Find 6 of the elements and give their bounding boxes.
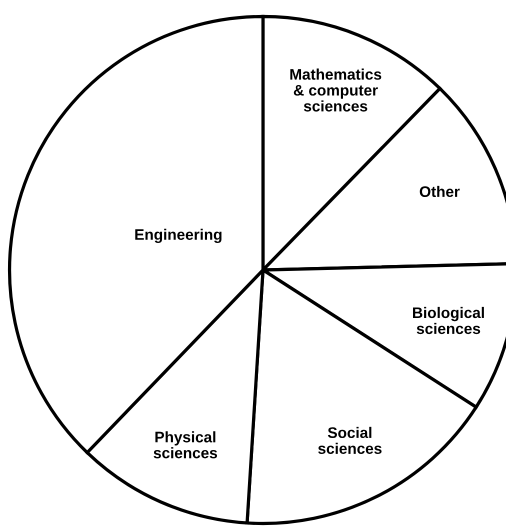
slice-label: Physical sciences (154, 431, 218, 458)
slice-label: Other (420, 186, 460, 198)
slice-label: Mathematics & computer sciences (290, 68, 382, 112)
slice-label: Biological sciences (413, 306, 484, 334)
slice-label: Engineering (135, 228, 222, 244)
slice-label: Social sciences (318, 426, 382, 454)
